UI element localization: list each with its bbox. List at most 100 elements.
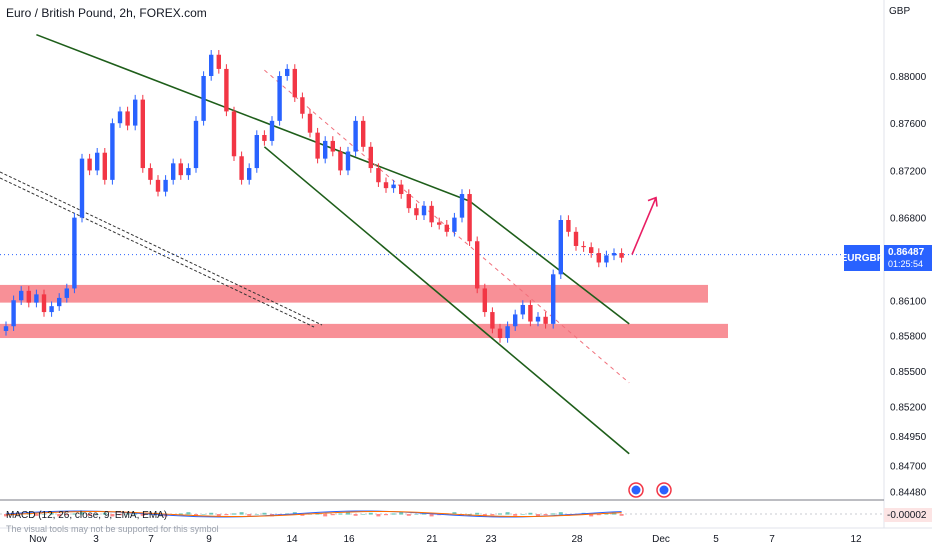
x-tick-label: 9 xyxy=(206,534,212,545)
candle-body xyxy=(140,99,145,169)
macd-value-tag: -0.00002 xyxy=(884,508,932,522)
old-trendline xyxy=(0,171,323,326)
candle-body xyxy=(338,151,343,171)
price-axis[interactable]: 0.88000 0.87600 0.87200 0.86800 0.86100 0.858… xyxy=(890,72,927,498)
macd-histogram-bar xyxy=(224,514,229,516)
macd-indicator-label[interactable]: MACD (12, 26, close, 9, EMA, EMA) xyxy=(6,510,168,521)
candle-body xyxy=(315,132,320,159)
currency-label: GBP xyxy=(889,6,911,17)
candle-body xyxy=(581,245,586,248)
candle-body xyxy=(573,231,579,246)
projection-arrow-head xyxy=(647,196,658,207)
y-tick-label: 0.85200 xyxy=(890,402,927,413)
candle-body xyxy=(444,224,449,232)
macd-histogram-bar xyxy=(414,514,419,515)
macd-histogram-bar xyxy=(384,514,388,516)
macd-histogram-bar xyxy=(194,514,198,516)
macd-histogram-bar xyxy=(57,514,62,517)
macd-histogram-bar xyxy=(125,513,130,515)
macd-histogram-bar xyxy=(42,514,46,515)
candle-body xyxy=(399,184,404,195)
candle-body xyxy=(543,316,548,324)
candle-body xyxy=(155,179,161,192)
macd-histogram-bar xyxy=(330,514,335,516)
macd-histogram-bar xyxy=(596,514,601,516)
candle-body xyxy=(117,111,123,124)
candle-body xyxy=(414,208,419,216)
candle-body xyxy=(79,158,85,218)
candle-body xyxy=(528,304,533,322)
x-tick-label: 12 xyxy=(850,534,862,545)
candle-body xyxy=(604,255,609,263)
old-trendline xyxy=(0,177,315,328)
candle-body xyxy=(254,135,259,169)
macd-histogram-bar xyxy=(49,512,54,515)
macd-histogram-bar xyxy=(209,512,214,515)
macd-histogram-bar xyxy=(498,513,502,515)
event-markers[interactable] xyxy=(628,482,672,498)
x-tick-label: 3 xyxy=(93,534,99,545)
candle-body xyxy=(133,99,138,126)
candle-body xyxy=(497,328,503,339)
macd-histogram-bar xyxy=(353,514,358,516)
candle-body xyxy=(452,217,457,232)
candle-body xyxy=(34,294,39,303)
candle-body xyxy=(178,163,183,176)
macd-histogram-bar xyxy=(34,514,39,516)
macd-histogram-bar xyxy=(72,513,77,515)
candle-body xyxy=(262,135,267,141)
macd-indicator-note: The visual tools may not be supported fo… xyxy=(6,524,219,534)
candle-body xyxy=(406,194,411,209)
candle-body xyxy=(110,123,115,180)
candle-body xyxy=(26,290,31,303)
macd-histogram-bar xyxy=(338,513,343,515)
candle-body xyxy=(148,168,153,180)
candle-body xyxy=(57,297,62,307)
macd-histogram-bar xyxy=(232,513,236,515)
symbol-tag[interactable]: EURGBP xyxy=(841,245,883,271)
economic-event-dot xyxy=(659,485,669,495)
bar-countdown: 01:25:54 xyxy=(888,259,924,269)
channel-upper-line xyxy=(36,33,470,202)
macd-histogram-bar xyxy=(262,512,267,515)
y-tick-label: 0.87600 xyxy=(890,119,927,130)
macd-histogram-bar xyxy=(505,512,510,515)
macd-histogram-bar xyxy=(110,514,115,517)
y-tick-label: 0.84480 xyxy=(890,487,927,498)
macd-histogram-bar xyxy=(452,512,457,515)
candle-body xyxy=(277,76,282,121)
y-tick-label: 0.85500 xyxy=(890,367,927,378)
y-tick-label: 0.88000 xyxy=(890,72,927,83)
candle-body xyxy=(376,168,381,183)
x-tick-label: 23 xyxy=(485,534,497,545)
y-tick-label: 0.86100 xyxy=(890,296,927,307)
x-tick-label: Dec xyxy=(652,534,670,545)
candle-body xyxy=(171,163,176,180)
macd-histogram-bar xyxy=(80,512,84,515)
candle-body xyxy=(231,111,237,157)
macd-histogram-bar xyxy=(178,513,183,515)
y-tick-label: 0.86800 xyxy=(890,214,927,225)
support-zone xyxy=(0,284,708,303)
candle-body xyxy=(505,326,510,339)
candle-body xyxy=(49,306,54,313)
support-zone xyxy=(0,323,728,339)
x-tick-label: 21 xyxy=(426,534,438,545)
x-tick-label: 16 xyxy=(343,534,355,545)
candle-body xyxy=(95,152,100,171)
candle-body xyxy=(368,146,373,169)
x-tick-label: 14 xyxy=(286,534,298,545)
macd-histogram-bar xyxy=(102,512,107,515)
candle-body xyxy=(391,184,396,189)
last-price-tag[interactable]: 0.86487 01:25:54 xyxy=(884,245,932,271)
macd-pane xyxy=(0,510,884,518)
macd-histogram-bar xyxy=(406,514,411,516)
candle-body xyxy=(421,205,427,216)
candle-body xyxy=(589,247,594,254)
channel-lower-line xyxy=(263,146,630,455)
x-tick-label: Nov xyxy=(29,534,47,545)
time-axis[interactable]: Nov 3 7 9 14 16 21 23 28 Dec 5 7 12 xyxy=(29,534,862,545)
macd-histogram-bar xyxy=(140,514,145,516)
macd-histogram-bar xyxy=(558,512,563,515)
